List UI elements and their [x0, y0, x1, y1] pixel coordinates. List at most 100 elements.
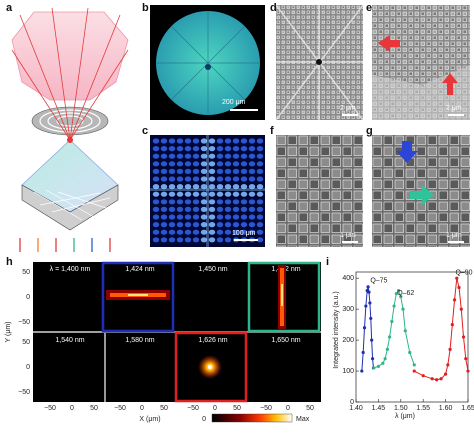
- h-x-tick: 50: [233, 405, 241, 412]
- data-point: [370, 357, 375, 361]
- chart-x-tick: 1.45: [372, 405, 386, 412]
- data-point: [421, 374, 425, 378]
- colorbar-min: 0: [202, 416, 206, 423]
- data-point: [392, 304, 396, 308]
- data-point: [368, 301, 372, 305]
- scale-bar-g: 1 μm: [446, 232, 462, 239]
- data-point: [399, 295, 403, 299]
- data-point: [430, 377, 434, 381]
- mode-1424-feature: [106, 290, 170, 300]
- mode-1626-feature: [198, 355, 222, 379]
- top-octagon-pattern: [31, 106, 109, 136]
- q-annotation: Q–62: [397, 290, 414, 297]
- chart-x-tick: 1.55: [416, 405, 430, 412]
- chart-x-tick: 1.40: [349, 405, 363, 412]
- data-point: [396, 288, 401, 293]
- mode-1492-feature: [278, 265, 286, 329]
- panel-d-sem: 2 μm: [276, 5, 363, 120]
- panel-c-field-map: 100 μm: [150, 135, 265, 247]
- data-point: [403, 329, 407, 333]
- focus-point: [67, 137, 73, 143]
- tile-label-3: 1,492 nm: [271, 266, 300, 273]
- data-point: [455, 276, 459, 280]
- chart-y-tick: 400: [342, 275, 354, 282]
- data-point: [446, 363, 450, 367]
- chart-x-tick: 1.60: [439, 405, 453, 412]
- panel-label-c: c: [142, 125, 149, 137]
- data-point: [412, 369, 416, 373]
- chart-y-tick: 300: [342, 306, 354, 313]
- wavelength-arrows: [19, 238, 111, 252]
- panel-label-a: a: [6, 2, 13, 14]
- h-y-tick: 50: [22, 269, 30, 276]
- data-point: [435, 378, 439, 382]
- data-point: [385, 347, 389, 351]
- h-y-tick: −50: [18, 389, 30, 396]
- data-point: [466, 369, 470, 373]
- h-x-tick: 50: [90, 405, 98, 412]
- scale-bar-c: 100 μm: [232, 230, 256, 237]
- h-x-tick: 0: [70, 405, 74, 412]
- h-x-tick: 0: [140, 405, 144, 412]
- colorbar: [211, 413, 293, 423]
- panel-label-d: d: [270, 2, 277, 14]
- scale-bar-b: 200 μm: [222, 99, 246, 106]
- chart-x-label: λ (μm): [395, 413, 415, 420]
- data-point: [408, 350, 412, 355]
- data-point: [372, 366, 376, 370]
- chart-y-tick: 0: [350, 399, 354, 406]
- data-point: [383, 357, 387, 361]
- h-x-tick: −50: [260, 405, 272, 412]
- data-point: [394, 292, 398, 296]
- series-line-1: [373, 289, 415, 369]
- data-point: [457, 285, 461, 290]
- panel-label-h: h: [6, 256, 13, 268]
- data-point: [369, 316, 373, 321]
- tile-label-1: 1,424 nm: [125, 266, 154, 273]
- green-arrow-icon: [410, 185, 434, 205]
- panel-h-x-label: X (μm): [139, 416, 160, 423]
- data-point: [366, 285, 370, 289]
- panel-g-sem: 1 μm: [372, 135, 470, 247]
- tile-label-7: 1,650 nm: [271, 337, 300, 344]
- tile-label-2: 1,450 nm: [198, 266, 227, 273]
- data-point: [444, 372, 448, 376]
- h-x-tick: −50: [187, 405, 199, 412]
- tile-label-6: 1,626 nm: [198, 337, 227, 344]
- panel-label-g: g: [366, 125, 373, 137]
- h-x-tick: 50: [306, 405, 314, 412]
- h-x-tick: 0: [286, 405, 290, 412]
- data-point: [388, 335, 392, 339]
- tile-label-0: λ = 1,400 nm: [50, 266, 91, 273]
- scale-bar-e: 2 μm: [446, 105, 462, 112]
- data-point: [370, 338, 374, 342]
- panel-label-e: e: [366, 2, 373, 14]
- data-point: [452, 298, 457, 302]
- panel-h-y-label: Y (μm): [5, 321, 12, 342]
- data-point: [376, 364, 380, 369]
- h-y-tick: 0: [26, 294, 30, 301]
- data-point: [360, 369, 364, 373]
- data-point: [401, 307, 405, 311]
- h-y-tick: 50: [22, 339, 30, 346]
- data-point: [381, 361, 385, 365]
- series-line-2: [414, 278, 469, 381]
- h-x-tick: −50: [114, 405, 126, 412]
- chart-x-tick: 1.65: [461, 405, 474, 412]
- panel-b-micrograph: 200 μm: [150, 5, 265, 120]
- tile-label-4: 1,540 nm: [55, 337, 84, 344]
- panel-label-i: i: [326, 256, 330, 268]
- h-y-tick: 0: [26, 364, 30, 371]
- data-point: [439, 377, 443, 381]
- colorbar-max: Max: [296, 416, 310, 423]
- data-point: [412, 363, 416, 367]
- h-y-tick: −50: [18, 319, 30, 326]
- panel-e-sem: 2 μm: [372, 5, 470, 120]
- data-point: [367, 290, 371, 294]
- data-point: [362, 326, 367, 330]
- q-annotation: Q–75: [370, 277, 387, 284]
- red-rays: [11, 7, 129, 141]
- data-point: [364, 304, 368, 308]
- data-point: [361, 350, 365, 355]
